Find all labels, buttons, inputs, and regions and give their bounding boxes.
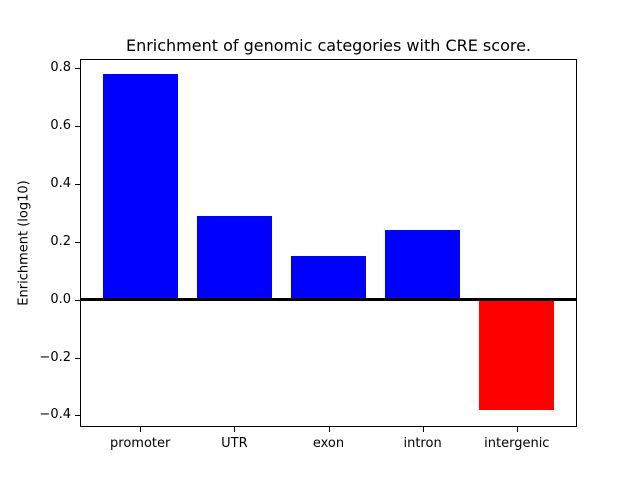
y-tick-label: 0.2 [50,233,71,249]
plot-area [80,59,577,427]
zero-line [80,298,577,301]
x-tick-label: intron [403,436,442,451]
x-tick-label: promoter [110,436,171,451]
bar-intron [385,230,461,300]
bar-UTR [196,215,272,300]
x-tick-mark [234,427,236,432]
y-tick-label: 0.6 [50,117,71,133]
bar-exon [290,256,367,300]
y-tick-mark [75,357,80,359]
y-tick-label: 0.8 [50,59,71,75]
y-tick-label: 0.4 [50,175,71,191]
x-tick-label: exon [312,436,345,451]
x-tick-mark [328,427,330,432]
y-tick-mark [75,125,80,127]
y-tick-label: −0.2 [39,349,71,365]
x-tick-mark [140,427,142,432]
y-tick-mark [75,67,80,69]
y-tick-mark [75,299,80,301]
y-tick-mark [75,415,80,417]
y-tick-mark [75,241,80,243]
bar-promoter [102,73,178,300]
x-tick-mark [422,427,424,432]
x-tick-mark [516,427,518,432]
bar-intergenic [479,299,555,410]
x-tick-label: intergenic [484,436,550,451]
y-tick-label: 0.0 [50,291,71,307]
chart-title: Enrichment of genomic categories with CR… [125,36,532,55]
y-tick-mark [75,183,80,185]
y-tick-label: −0.4 [39,407,71,423]
x-tick-label: UTR [221,436,248,451]
